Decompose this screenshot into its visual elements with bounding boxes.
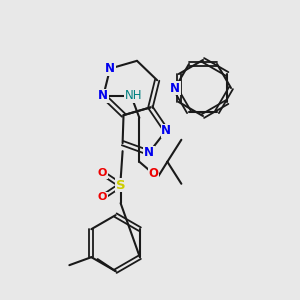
Text: O: O [98,168,107,178]
Text: N: N [105,62,115,75]
Text: O: O [98,192,107,202]
Text: O: O [148,167,158,180]
Text: N: N [161,124,171,137]
Text: N: N [144,146,154,159]
Text: N: N [98,89,108,102]
Text: S: S [116,179,125,192]
Text: NH: NH [124,89,142,102]
Text: N: N [170,82,180,94]
